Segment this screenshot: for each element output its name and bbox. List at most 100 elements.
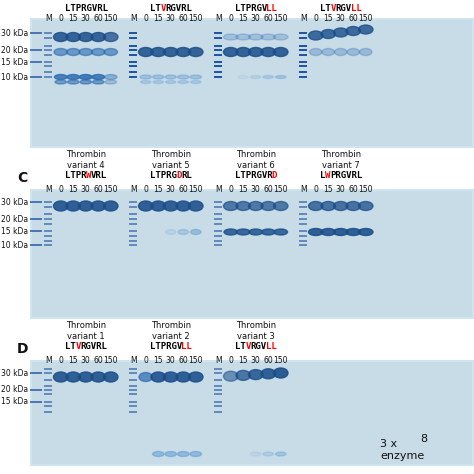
Ellipse shape [191, 229, 201, 235]
Ellipse shape [273, 368, 288, 378]
Ellipse shape [103, 201, 118, 211]
Ellipse shape [66, 372, 81, 382]
Bar [214, 368, 222, 370]
Text: 150: 150 [273, 14, 288, 23]
Ellipse shape [153, 75, 164, 79]
Ellipse shape [153, 452, 164, 456]
Ellipse shape [248, 201, 263, 210]
Text: 150: 150 [103, 14, 118, 23]
Bar [299, 49, 307, 51]
Bar [129, 65, 137, 67]
Bar [129, 405, 137, 407]
Bar [214, 244, 222, 246]
Bar [129, 71, 137, 73]
Bar [129, 45, 137, 47]
Bar [129, 223, 137, 225]
Bar [214, 76, 222, 78]
Text: 15: 15 [68, 185, 78, 194]
Text: 8: 8 [420, 434, 427, 444]
Ellipse shape [164, 47, 178, 56]
Bar [214, 61, 222, 63]
Ellipse shape [165, 75, 176, 79]
Text: 20 kDa: 20 kDa [1, 46, 28, 55]
Text: 30: 30 [81, 356, 91, 365]
Bar [44, 368, 52, 370]
Text: V: V [75, 342, 81, 351]
Bar [214, 71, 222, 73]
Ellipse shape [263, 452, 273, 456]
Bar [299, 37, 307, 39]
Text: 60: 60 [178, 14, 188, 23]
Ellipse shape [275, 452, 286, 456]
Ellipse shape [189, 201, 203, 211]
Ellipse shape [164, 372, 178, 382]
Text: 150: 150 [273, 185, 288, 194]
Ellipse shape [91, 372, 106, 382]
Text: V: V [246, 342, 251, 351]
Bar [44, 393, 52, 395]
Ellipse shape [80, 80, 91, 84]
Bar [129, 65, 137, 67]
Bar [129, 240, 137, 242]
Text: LL: LL [181, 342, 192, 351]
Bar [214, 405, 222, 407]
Text: RGVRL: RGVRL [81, 342, 108, 351]
Ellipse shape [189, 47, 203, 56]
Ellipse shape [92, 80, 104, 84]
Bar [214, 201, 222, 203]
Bar [299, 71, 307, 73]
Bar [214, 45, 222, 47]
Bar [299, 49, 307, 51]
Ellipse shape [236, 34, 250, 40]
Bar [299, 201, 307, 203]
Bar [129, 393, 137, 395]
Ellipse shape [358, 201, 373, 210]
Bar [129, 385, 137, 387]
Ellipse shape [273, 47, 288, 56]
Ellipse shape [250, 452, 261, 456]
Bar [214, 240, 222, 242]
Bar [129, 61, 137, 63]
Bar [129, 37, 137, 39]
Text: LTPRGVR: LTPRGVR [235, 171, 273, 180]
Bar [214, 71, 222, 73]
Bar [214, 223, 222, 225]
Text: 30: 30 [251, 185, 261, 194]
Ellipse shape [67, 74, 80, 80]
Text: M: M [300, 185, 307, 194]
Ellipse shape [151, 47, 165, 56]
Text: 60: 60 [264, 14, 273, 23]
Text: 150: 150 [189, 14, 203, 23]
Bar [30, 61, 42, 63]
Text: W: W [86, 171, 91, 180]
Bar [214, 61, 222, 63]
Bar [129, 37, 137, 39]
Bar [299, 37, 307, 39]
Bar [30, 360, 474, 466]
Bar [214, 54, 222, 56]
Text: 150: 150 [189, 185, 203, 194]
Bar [214, 65, 222, 67]
Bar [299, 49, 307, 51]
Bar [129, 49, 137, 51]
Bar [299, 54, 307, 56]
Ellipse shape [79, 201, 93, 211]
Bar [129, 76, 137, 78]
Ellipse shape [238, 75, 248, 79]
Bar [129, 32, 137, 34]
Text: 15: 15 [68, 14, 78, 23]
Ellipse shape [165, 81, 176, 83]
Bar [129, 37, 137, 39]
Bar [30, 76, 42, 78]
Bar [299, 65, 307, 67]
Ellipse shape [190, 452, 201, 456]
Bar [299, 54, 307, 56]
Text: V: V [160, 4, 166, 13]
Ellipse shape [67, 80, 79, 84]
Bar [299, 223, 307, 225]
Bar [214, 61, 222, 63]
Text: 30: 30 [81, 185, 91, 194]
Text: M: M [130, 14, 137, 23]
Text: 60: 60 [264, 185, 273, 194]
Text: 60: 60 [93, 356, 103, 365]
